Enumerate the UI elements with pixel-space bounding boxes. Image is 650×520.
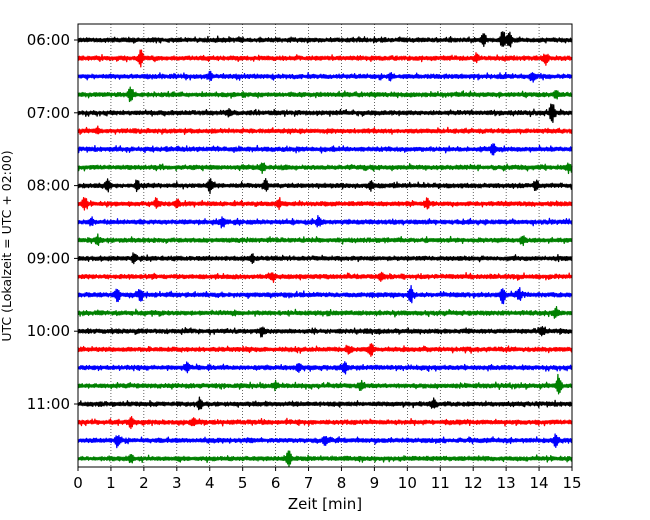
trace-line (77, 343, 573, 357)
y-tick-label: 08:00 (27, 177, 70, 195)
y-axis-ticks: 06:00 07:00 08:00 09:00 10:00 11:00 (27, 31, 78, 413)
trace-line (77, 103, 573, 123)
trace-line (77, 125, 573, 136)
trace-line (77, 361, 573, 375)
y-tick-label: 11:00 (27, 395, 70, 413)
y-tick-label: 06:00 (27, 31, 70, 49)
trace-line (77, 233, 573, 247)
trace-line (77, 325, 573, 338)
x-axis-ticks: 0 1 2 3 4 5 6 7 8 9 10 11 12 13 14 15 (73, 467, 582, 492)
x-tick-label: 3 (172, 474, 182, 492)
x-tick-label: 1 (106, 474, 116, 492)
x-tick-label: 8 (337, 474, 347, 492)
x-tick-label: 12 (464, 474, 483, 492)
trace-line (77, 143, 573, 156)
plot-frame (77, 23, 573, 468)
trace-line (77, 215, 573, 229)
trace-line (77, 271, 573, 283)
vertical-gridlines (110, 24, 540, 467)
trace-line (77, 177, 573, 195)
x-tick-label: 5 (238, 474, 248, 492)
trace-line (77, 86, 573, 103)
x-tick-label: 0 (73, 474, 83, 492)
trace-line (77, 373, 573, 395)
trace-line (77, 450, 573, 468)
x-axis-title: Zeit [min] (288, 495, 362, 513)
y-tick-label: 09:00 (27, 249, 70, 267)
x-tick-label: 2 (139, 474, 149, 492)
trace-line (77, 70, 573, 83)
y-tick-label: 10:00 (27, 322, 70, 340)
trace-line (77, 31, 573, 48)
trace-line (77, 396, 573, 411)
x-tick-label: 7 (304, 474, 314, 492)
trace-line (77, 49, 573, 68)
x-tick-label: 13 (497, 474, 516, 492)
trace-line (77, 196, 573, 211)
x-tick-label: 6 (271, 474, 281, 492)
trace-line (77, 415, 573, 430)
x-tick-label: 15 (562, 474, 581, 492)
trace-series (77, 31, 573, 468)
trace-line (77, 162, 573, 175)
trace-line (77, 285, 573, 305)
y-axis-title: UTC (Lokalzeit = UTC + 02:00) (0, 150, 14, 341)
x-tick-label: 4 (205, 474, 215, 492)
x-tick-label: 9 (370, 474, 380, 492)
x-tick-label: 10 (398, 474, 417, 492)
trace-line (77, 306, 573, 319)
trace-line (77, 433, 573, 449)
trace-line (77, 252, 573, 265)
x-tick-label: 11 (431, 474, 450, 492)
x-tick-label: 14 (530, 474, 549, 492)
y-tick-label: 07:00 (27, 104, 70, 122)
